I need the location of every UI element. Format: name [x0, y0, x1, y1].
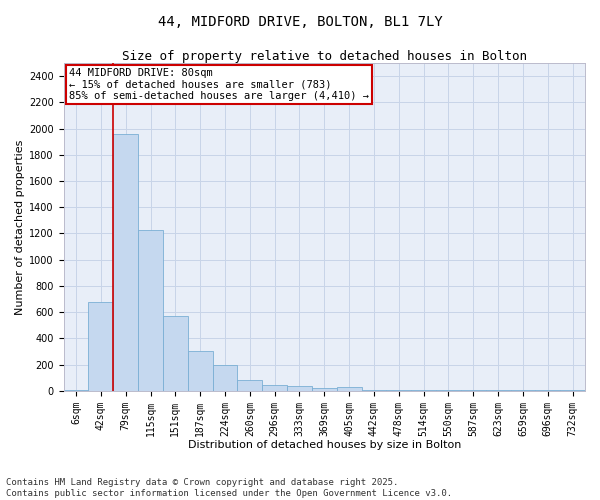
Bar	[461, 390, 485, 391]
Text: 44, MIDFORD DRIVE, BOLTON, BL1 7LY: 44, MIDFORD DRIVE, BOLTON, BL1 7LY	[158, 15, 442, 29]
Bar	[312, 388, 337, 391]
Bar	[238, 380, 262, 391]
Text: Contains HM Land Registry data © Crown copyright and database right 2025.
Contai: Contains HM Land Registry data © Crown c…	[6, 478, 452, 498]
Bar	[163, 316, 188, 391]
Bar	[113, 134, 138, 391]
Y-axis label: Number of detached properties: Number of detached properties	[15, 139, 25, 314]
Bar	[138, 230, 163, 391]
Bar	[287, 386, 312, 391]
Bar	[337, 387, 362, 391]
Bar	[212, 366, 238, 391]
Bar	[362, 390, 386, 391]
Text: 44 MIDFORD DRIVE: 80sqm
← 15% of detached houses are smaller (783)
85% of semi-d: 44 MIDFORD DRIVE: 80sqm ← 15% of detache…	[69, 68, 369, 101]
Title: Size of property relative to detached houses in Bolton: Size of property relative to detached ho…	[122, 50, 527, 63]
Bar	[88, 302, 113, 391]
Bar	[262, 386, 287, 391]
X-axis label: Distribution of detached houses by size in Bolton: Distribution of detached houses by size …	[188, 440, 461, 450]
Bar	[188, 351, 212, 391]
Bar	[64, 390, 88, 391]
